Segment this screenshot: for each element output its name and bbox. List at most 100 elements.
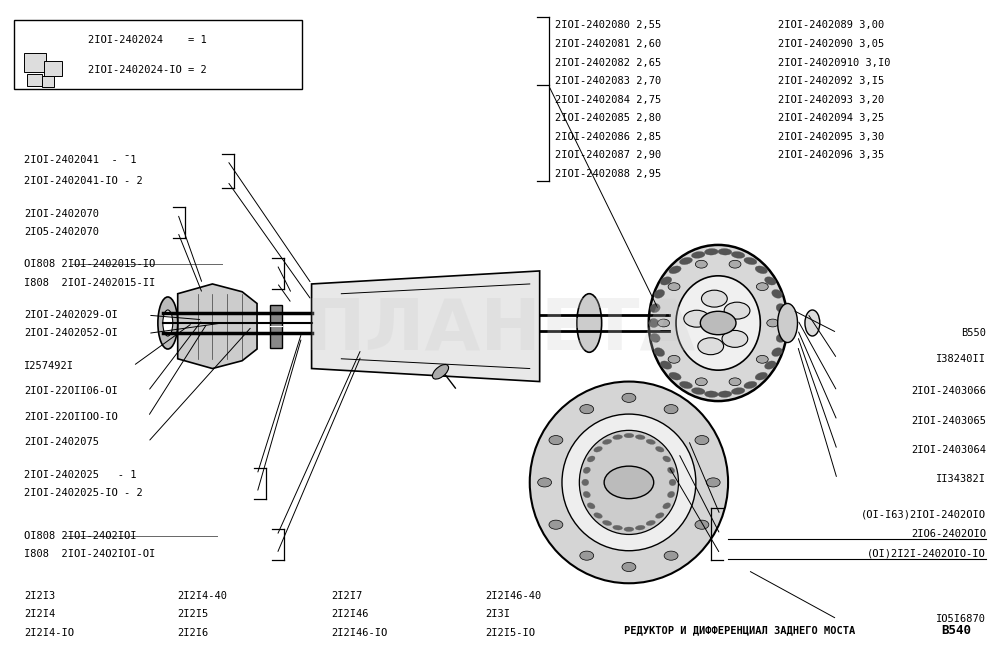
Text: I808  2IOI-2402015-II: I808 2IOI-2402015-II (24, 277, 155, 287)
Ellipse shape (602, 440, 612, 444)
Ellipse shape (778, 304, 798, 343)
Circle shape (668, 283, 680, 291)
Ellipse shape (669, 372, 681, 380)
Ellipse shape (772, 348, 782, 357)
Ellipse shape (583, 492, 590, 498)
Text: 2I2I6: 2I2I6 (178, 628, 209, 638)
Text: I257492I: I257492I (24, 361, 74, 371)
Text: I38240II: I38240II (936, 354, 986, 364)
Ellipse shape (778, 318, 788, 328)
Bar (42, 76, 54, 87)
Ellipse shape (562, 414, 696, 551)
Circle shape (695, 436, 709, 445)
Ellipse shape (744, 258, 757, 265)
Circle shape (722, 330, 748, 347)
Circle shape (668, 355, 680, 363)
Ellipse shape (587, 503, 595, 509)
Bar (44, 61, 62, 76)
Polygon shape (312, 271, 540, 382)
Bar (27, 74, 42, 86)
Circle shape (756, 355, 768, 363)
Ellipse shape (583, 467, 590, 473)
Circle shape (706, 478, 720, 487)
Text: (OI)2I2I-2402OIO-IO: (OI)2I2I-2402OIO-IO (867, 549, 986, 559)
Text: 2IOI-2402083 2,70: 2IOI-2402083 2,70 (555, 76, 661, 86)
Text: 2IOI-2402041  - ¯1: 2IOI-2402041 - ¯1 (24, 156, 136, 165)
Circle shape (580, 405, 594, 414)
Ellipse shape (624, 433, 634, 438)
Bar (24, 53, 46, 72)
Ellipse shape (669, 479, 676, 486)
Ellipse shape (646, 440, 655, 444)
Text: 2IOI-2402087 2,90: 2IOI-2402087 2,90 (555, 150, 661, 160)
Ellipse shape (579, 430, 678, 534)
Bar (270, 304, 282, 348)
Text: 2IOI-2402041-IO - 2: 2IOI-2402041-IO - 2 (24, 176, 143, 186)
Ellipse shape (705, 391, 718, 397)
Text: 2IOI-2402025   - 1: 2IOI-2402025 - 1 (24, 470, 136, 480)
Ellipse shape (776, 304, 786, 312)
Ellipse shape (679, 382, 692, 389)
Ellipse shape (679, 258, 692, 265)
Ellipse shape (650, 333, 660, 343)
Ellipse shape (705, 248, 718, 255)
Circle shape (729, 378, 741, 386)
Polygon shape (178, 284, 257, 368)
Ellipse shape (755, 266, 767, 273)
Text: 2IOI-2402084 2,75: 2IOI-2402084 2,75 (555, 95, 661, 105)
Text: 2IOI-2402052-OI: 2IOI-2402052-OI (24, 328, 118, 339)
Ellipse shape (594, 446, 602, 452)
Ellipse shape (655, 446, 664, 452)
Circle shape (695, 260, 707, 268)
Ellipse shape (587, 456, 595, 462)
Text: 2IOI-2403066: 2IOI-2403066 (911, 386, 986, 396)
Text: 2I2I4: 2I2I4 (24, 610, 55, 619)
Ellipse shape (765, 361, 776, 369)
Text: 2I2I46: 2I2I46 (331, 610, 369, 619)
Circle shape (580, 551, 594, 560)
Bar (14, 20, 302, 89)
Text: 2IOI-2402070: 2IOI-2402070 (24, 209, 99, 219)
Ellipse shape (613, 525, 622, 530)
Ellipse shape (582, 479, 589, 486)
Text: РЕДУКТОР И ДИФФЕРЕНЦИАЛ ЗАДНЕГО МОСТА: РЕДУКТОР И ДИФФЕРЕНЦИАЛ ЗАДНЕГО МОСТА (624, 625, 855, 635)
Ellipse shape (594, 513, 602, 519)
Ellipse shape (663, 456, 671, 462)
Text: 2I2I4-IO: 2I2I4-IO (24, 628, 74, 638)
Text: 2IOI-2402082 2,65: 2IOI-2402082 2,65 (555, 57, 661, 67)
Ellipse shape (530, 382, 728, 583)
Ellipse shape (667, 467, 675, 473)
Text: I808  2IOI-24O2IOI-OI: I808 2IOI-24O2IOI-OI (24, 549, 155, 559)
Ellipse shape (613, 435, 622, 440)
Text: 2IOI-2402089 3,00: 2IOI-2402089 3,00 (778, 20, 884, 30)
Text: 2IOI-2403065: 2IOI-2403065 (911, 416, 986, 426)
Text: 2IOI-2402080 2,55: 2IOI-2402080 2,55 (555, 20, 661, 30)
Circle shape (684, 310, 710, 327)
Ellipse shape (772, 289, 782, 299)
Ellipse shape (650, 304, 660, 312)
Text: 2IOI-2402093 3,20: 2IOI-2402093 3,20 (778, 95, 884, 105)
Text: 2IOI-2402085 2,80: 2IOI-2402085 2,80 (555, 113, 661, 123)
Ellipse shape (676, 276, 760, 370)
Text: 2I2I7: 2I2I7 (331, 591, 363, 601)
Text: B540: B540 (941, 623, 971, 637)
Ellipse shape (635, 525, 645, 530)
Ellipse shape (731, 387, 745, 395)
Ellipse shape (163, 310, 173, 336)
Text: OI808 2IOI-2402015-IO: OI808 2IOI-2402015-IO (24, 260, 155, 270)
Text: 2I2I3: 2I2I3 (24, 591, 55, 601)
Text: 2I2I5-IO: 2I2I5-IO (485, 628, 535, 638)
Text: 2IOI-2402024-IO = 2: 2IOI-2402024-IO = 2 (88, 65, 207, 74)
Ellipse shape (655, 513, 664, 519)
Circle shape (549, 436, 563, 445)
Text: 2IOI-2403064: 2IOI-2403064 (911, 445, 986, 455)
Ellipse shape (669, 266, 681, 273)
Circle shape (767, 319, 779, 327)
Ellipse shape (654, 348, 665, 357)
Ellipse shape (755, 372, 767, 380)
Ellipse shape (602, 521, 612, 525)
Circle shape (538, 478, 552, 487)
Circle shape (695, 378, 707, 386)
Text: 2IOI-2402094 3,25: 2IOI-2402094 3,25 (778, 113, 884, 123)
Text: 2IOI-24020910 3,I0: 2IOI-24020910 3,I0 (778, 57, 890, 67)
